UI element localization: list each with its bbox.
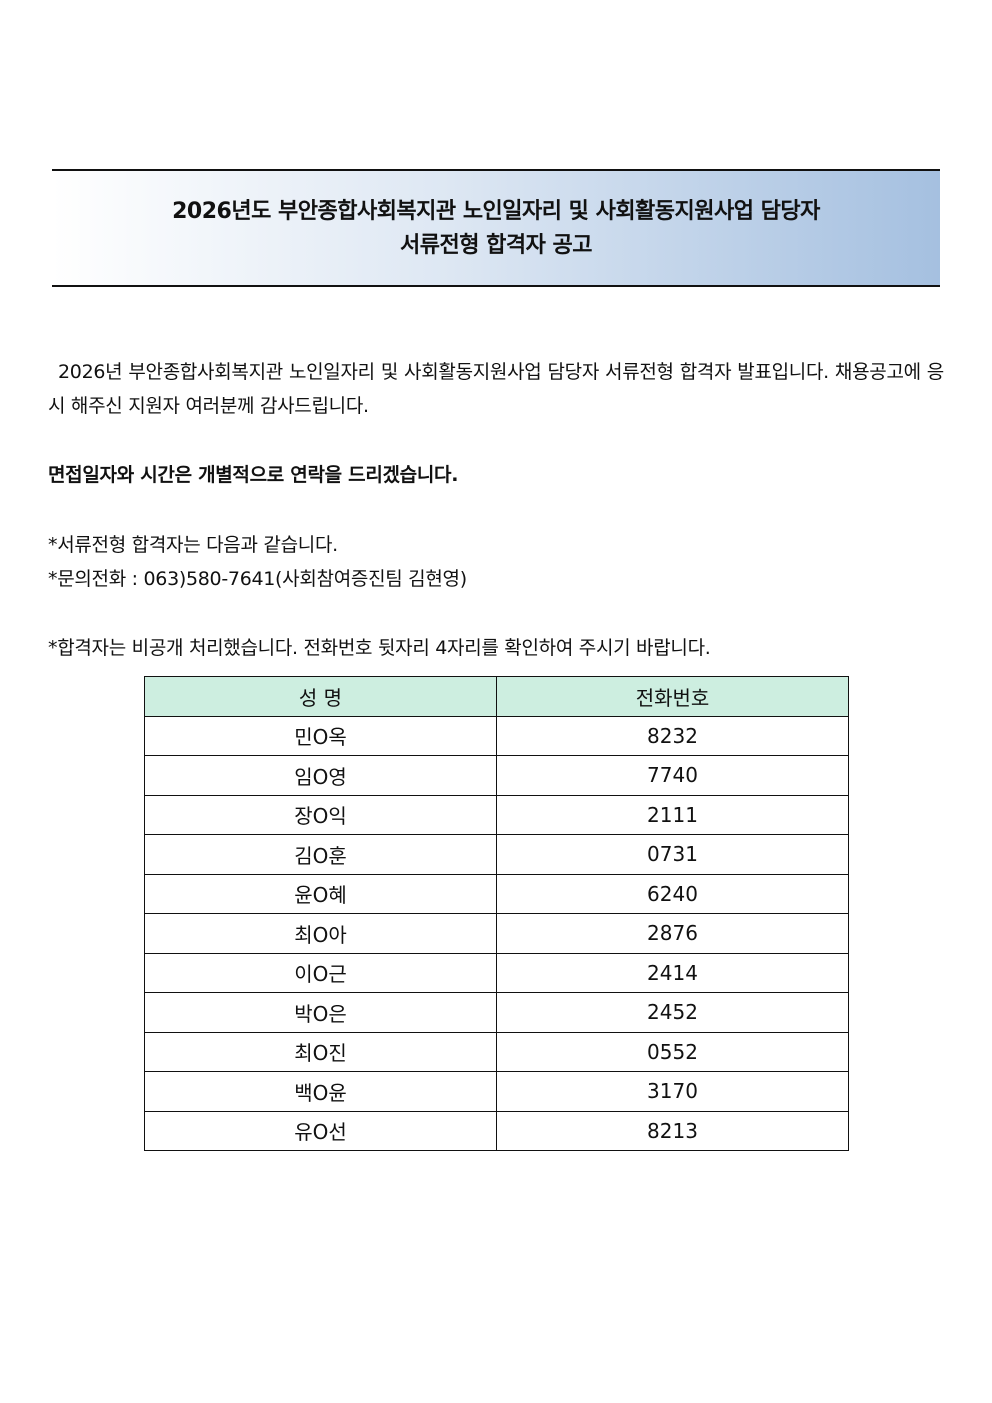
phone-cell: 8213 <box>496 1110 849 1151</box>
name-cell: 윤O혜 <box>144 873 497 914</box>
page-subtitle: 서류전형 합격자 공고 <box>400 233 592 258</box>
table-row: 최O아 2876 <box>144 913 849 954</box>
intro-paragraph: 2026년 부안종합사회복지관 노인일자리 및 사회활동지원사업 담당자 서류전… <box>48 355 944 423</box>
phone-cell: 2876 <box>496 913 849 954</box>
phone-cell: 2452 <box>496 992 849 1033</box>
name-cell: 박O은 <box>144 992 497 1033</box>
name-cell: 임O영 <box>144 755 497 796</box>
table-row: 장O익 2111 <box>144 794 849 835</box>
table-header-row: 성 명 전화번호 <box>144 676 849 717</box>
phone-cell: 7740 <box>496 755 849 796</box>
name-cell: 김O훈 <box>144 834 497 875</box>
table-row: 이O근 2414 <box>144 952 849 993</box>
table-row: 민O옥 8232 <box>144 715 849 756</box>
intro-text: 2026년 부안종합사회복지관 노인일자리 및 사회활동지원사업 담당자 서류전… <box>48 361 944 417</box>
table-row: 김O훈 0731 <box>144 834 849 875</box>
name-cell: 유O선 <box>144 1110 497 1151</box>
table-row: 유O선 8213 <box>144 1110 849 1151</box>
phone-cell: 6240 <box>496 873 849 914</box>
note-contact: *문의전화 : 063)580-7641(사회참여증진팀 김현영) <box>48 568 467 590</box>
phone-cell: 2414 <box>496 952 849 993</box>
name-cell: 최O아 <box>144 913 497 954</box>
phone-cell: 0552 <box>496 1031 849 1072</box>
name-cell: 민O옥 <box>144 715 497 756</box>
header-phone: 전화번호 <box>496 676 849 717</box>
table-row: 윤O혜 6240 <box>144 873 849 914</box>
table-row: 임O영 7740 <box>144 755 849 796</box>
phone-cell: 2111 <box>496 794 849 835</box>
phone-cell: 8232 <box>496 715 849 756</box>
title-banner: 2026년도 부안종합사회복지관 노인일자리 및 사회활동지원사업 담당자 서류… <box>52 169 940 287</box>
interview-notice: 면접일자와 시간은 개별적으로 연락을 드리겠습니다. <box>48 464 459 486</box>
phone-cell: 0731 <box>496 834 849 875</box>
name-cell: 백O윤 <box>144 1071 497 1112</box>
page-title: 2026년도 부안종합사회복지관 노인일자리 및 사회활동지원사업 담당자 <box>172 199 820 224</box>
table-row: 백O윤 3170 <box>144 1071 849 1112</box>
passers-table: 성 명 전화번호 민O옥 8232 임O영 7740 장O익 2111 김O훈 0731 윤O혜… <box>144 676 849 1151</box>
name-cell: 이O근 <box>144 952 497 993</box>
note-privacy: *합격자는 비공개 처리했습니다. 전화번호 뒷자리 4자리를 확인하여 주시기… <box>48 637 711 659</box>
phone-cell: 3170 <box>496 1071 849 1112</box>
name-cell: 최O진 <box>144 1031 497 1072</box>
note-passers: *서류전형 합격자는 다음과 같습니다. <box>48 534 338 556</box>
name-cell: 장O익 <box>144 794 497 835</box>
table-row: 박O은 2452 <box>144 992 849 1033</box>
table-row: 최O진 0552 <box>144 1031 849 1072</box>
header-name: 성 명 <box>144 676 497 717</box>
